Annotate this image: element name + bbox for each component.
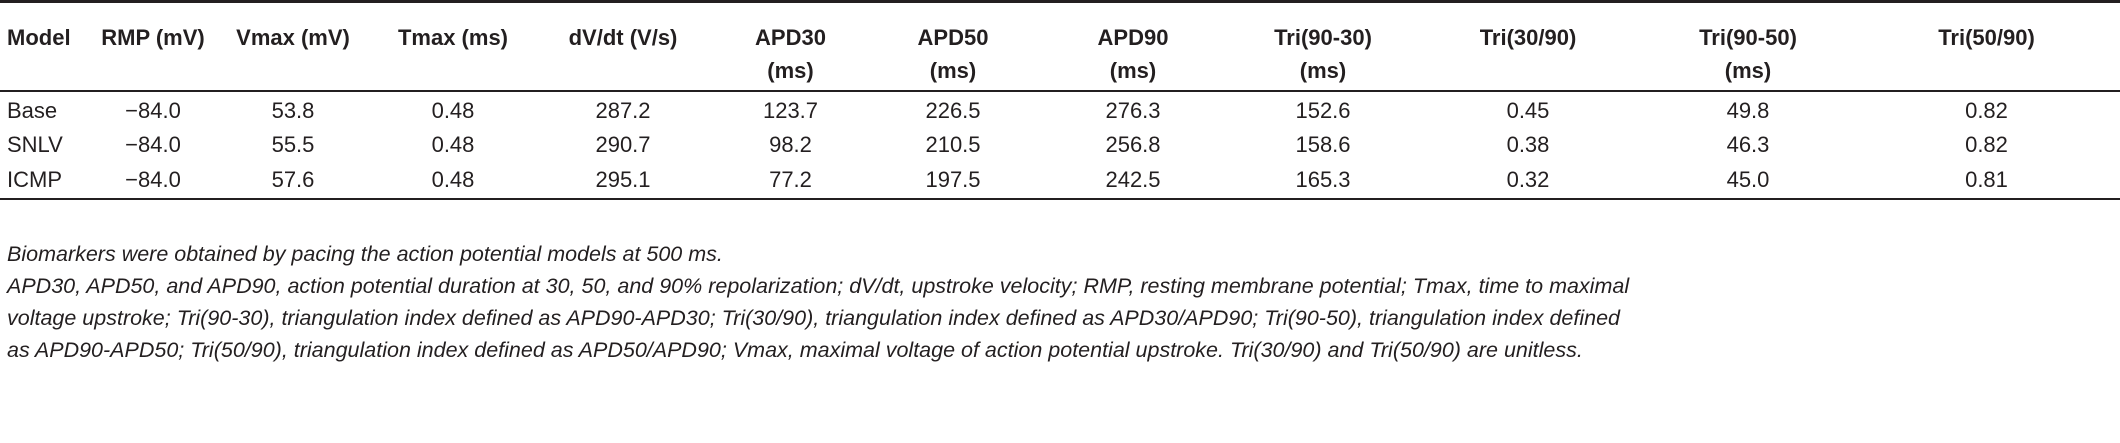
table-footnotes: Biomarkers were obtained by pacing the a… (7, 238, 2115, 366)
cell-dvdt: 287.2 (595, 97, 651, 123)
column-header-model: Model (7, 25, 71, 50)
column-header-apd90: APD90 (ms) (1097, 25, 1169, 83)
cell-tri-30-90: 0.38 (1506, 132, 1550, 157)
column-header-vmax: Vmax (mV) (236, 25, 350, 50)
column-header-apd30: APD30 (ms) (755, 25, 826, 83)
biomarker-table: Model RMP (mV) Vmax (mV) Tmax (ms) dV/dt… (0, 0, 2120, 201)
cell-vmax: 53.8 (271, 97, 315, 123)
cell-tri-90-30: 158.6 (1295, 132, 1351, 157)
cell-model: ICMP (7, 167, 62, 192)
cell-apd30: 123.7 (762, 97, 819, 123)
cell-tri-30-90: 0.32 (1506, 167, 1550, 192)
footnote-abbreviations: APD30, APD50, and APD90, action potentia… (7, 270, 2115, 366)
cell-apd90: 242.5 (1105, 167, 1161, 192)
cell-model: Base (7, 97, 58, 123)
bottom-rule (0, 198, 2120, 201)
cell-dvdt: 295.1 (595, 167, 651, 192)
footnote-abbreviations-line: voltage upstroke; Tri(90-30), triangulat… (7, 306, 1620, 330)
cell-rmp: −84.0 (125, 167, 181, 192)
column-header-tri-30-90: Tri(30/90) (1479, 25, 1577, 50)
cell-apd90: 256.8 (1105, 132, 1161, 157)
cell-apd50: 197.5 (925, 167, 981, 192)
cell-tri-90-30: 165.3 (1295, 167, 1351, 192)
cell-vmax: 55.5 (271, 132, 315, 157)
cell-tmax: 0.48 (431, 97, 475, 123)
cell-apd50: 226.5 (925, 97, 981, 123)
column-header-dvdt: dV/dt (V/s) (568, 25, 678, 50)
header-row: Model RMP (mV) Vmax (mV) Tmax (ms) dV/dt… (0, 3, 2120, 91)
cell-rmp: −84.0 (125, 132, 181, 157)
table-row: ICMP −84.0 57.6 0.48 295.1 77.2 197.5 24… (0, 161, 2120, 199)
cell-apd30: 98.2 (769, 132, 812, 157)
cell-model: SNLV (7, 132, 63, 157)
cell-apd50: 210.5 (925, 132, 981, 157)
cell-vmax: 57.6 (271, 167, 315, 192)
footnote-pacing: Biomarkers were obtained by pacing the a… (7, 242, 723, 266)
table-row: Base −84.0 53.8 0.48 287.2 123.7 226.5 2… (0, 92, 2120, 128)
cell-tri-30-90: 0.45 (1506, 97, 1550, 123)
cell-rmp: −84.0 (125, 97, 181, 123)
cell-tmax: 0.48 (431, 167, 475, 192)
cell-apd90: 276.3 (1105, 97, 1161, 123)
column-header-tri-50-90: Tri(50/90) (1938, 25, 2035, 50)
footnote-abbreviations-line: as APD90-APD50; Tri(50/90), triangulatio… (7, 338, 1583, 362)
cell-tmax: 0.48 (431, 132, 475, 157)
top-rule (0, 0, 2120, 4)
column-header-apd50: APD50 (ms) (917, 25, 989, 83)
cell-tri-50-90: 0.82 (1965, 132, 2008, 157)
column-header-tri-90-50: Tri(90-50) (ms) (1699, 25, 1797, 83)
column-header-rmp: RMP (mV) (101, 25, 205, 50)
cell-tri-50-90: 0.81 (1965, 167, 2008, 192)
cell-tri-90-50: 46.3 (1726, 132, 1770, 157)
table-row: SNLV −84.0 55.5 0.48 290.7 98.2 210.5 25… (0, 128, 2120, 161)
cell-tri-90-30: 152.6 (1295, 97, 1351, 123)
footnote-abbreviations-line: APD30, APD50, and APD90, action potentia… (7, 274, 1630, 298)
cell-tri-50-90: 0.82 (1965, 97, 2008, 123)
cell-apd30: 77.2 (769, 167, 812, 192)
cell-tri-90-50: 49.8 (1726, 97, 1770, 123)
cell-dvdt: 290.7 (595, 132, 651, 157)
cell-tri-90-50: 45.0 (1726, 167, 1770, 192)
column-header-tri-90-30: Tri(90-30) (ms) (1274, 25, 1372, 83)
column-header-tmax: Tmax (ms) (397, 25, 509, 50)
